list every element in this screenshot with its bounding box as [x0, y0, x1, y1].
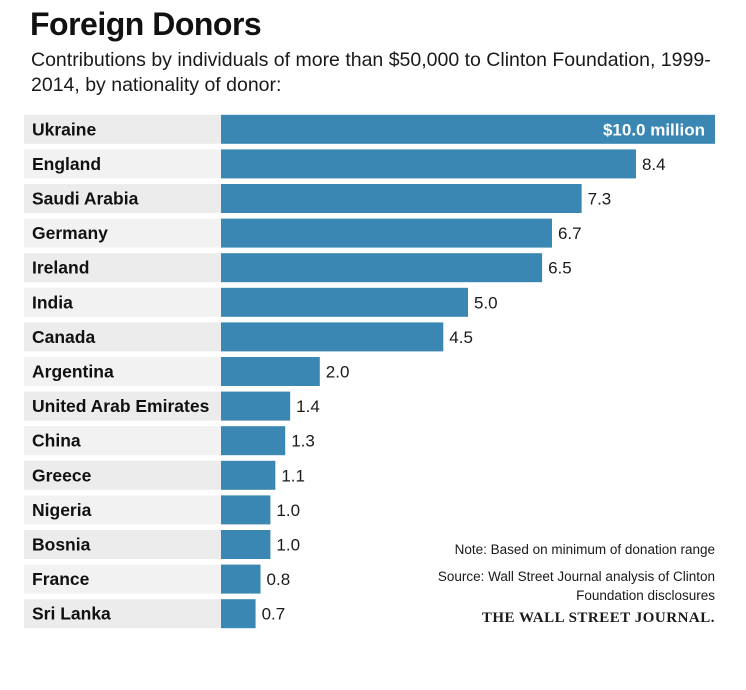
chart-source: Source: Wall Street Journal analysis of …	[437, 569, 715, 603]
bar	[221, 218, 552, 248]
category-label: India	[32, 292, 73, 312]
bar	[221, 426, 286, 456]
value-label: 1.3	[291, 432, 315, 451]
category-label: Greece	[32, 465, 92, 485]
category-label: Saudi Arabia	[32, 189, 139, 209]
value-label: 1.0	[276, 536, 300, 555]
value-label: 1.4	[296, 397, 320, 416]
bar	[221, 564, 261, 594]
bar	[221, 114, 715, 144]
bar	[221, 530, 271, 559]
category-label: Ukraine	[32, 119, 96, 139]
category-label: United Arab Emirates	[32, 396, 210, 416]
category-label: Germany	[32, 223, 108, 243]
value-label: 7.3	[588, 190, 612, 209]
chart-rows: Ukraine $10.0 million England 8.4 Saudi Arab…	[24, 114, 715, 629]
value-label: 0.8	[267, 570, 291, 589]
row-label-band	[24, 564, 221, 594]
row-label-band	[24, 357, 221, 386]
bar	[221, 460, 276, 490]
row-label-band	[24, 599, 221, 629]
value-label: $10.0 million	[603, 120, 705, 139]
value-label: 1.0	[276, 501, 300, 520]
wsj-logo: THE WALL STREET JOURNAL.	[481, 610, 715, 626]
chart-note: Note: Based on minimum of donation range	[454, 542, 715, 557]
row-label-band	[24, 184, 221, 213]
bar	[221, 495, 271, 525]
row-label-band	[24, 253, 221, 283]
bar	[221, 253, 543, 283]
row-label-band	[24, 460, 221, 490]
row-label-band	[24, 218, 221, 248]
category-label: England	[32, 154, 101, 174]
bar	[221, 149, 636, 179]
row-label-band	[24, 322, 221, 352]
category-label: Sri Lanka	[32, 604, 111, 624]
bar	[221, 184, 582, 213]
value-label: 8.4	[642, 155, 666, 174]
category-label: Bosnia	[32, 535, 91, 555]
value-label: 5.0	[474, 293, 498, 312]
bar	[221, 322, 444, 352]
value-label: 0.7	[262, 605, 286, 624]
value-label: 1.1	[281, 466, 305, 485]
bar	[221, 599, 256, 629]
row-label-band	[24, 114, 221, 144]
value-label: 6.5	[548, 259, 572, 278]
value-label: 6.7	[558, 224, 582, 243]
value-label: 2.0	[326, 363, 350, 382]
category-label: China	[32, 431, 81, 451]
chart-subtitle: Contributions by individuals of more tha…	[31, 49, 711, 96]
category-label: Argentina	[32, 362, 114, 382]
row-label-band	[24, 530, 221, 559]
bar	[221, 357, 320, 386]
row-label-band	[24, 391, 221, 421]
row-label-band	[24, 287, 221, 317]
value-label: 4.5	[449, 328, 473, 347]
row-label-band	[24, 426, 221, 456]
bar	[221, 287, 468, 317]
row-label-band	[24, 495, 221, 525]
category-label: Ireland	[32, 258, 89, 278]
category-label: Canada	[32, 327, 95, 347]
row-label-band	[24, 149, 221, 179]
chart-title: Foreign Donors	[30, 6, 262, 42]
bar	[221, 391, 291, 421]
category-label: Nigeria	[32, 500, 92, 520]
category-label: France	[32, 569, 90, 589]
